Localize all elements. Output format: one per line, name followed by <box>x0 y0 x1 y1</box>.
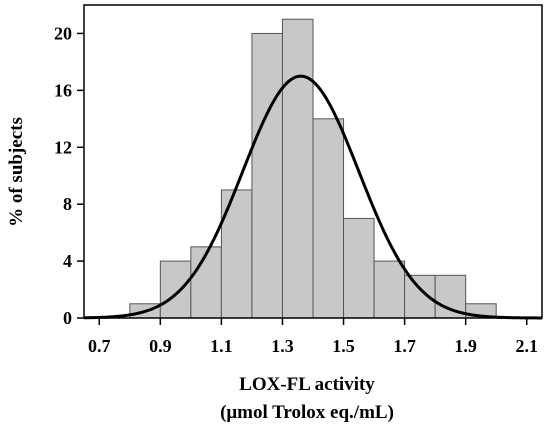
y-axis-ticks: 0 4 8 12 16 20 <box>54 23 84 328</box>
histogram-bar <box>373 260 406 319</box>
x-axis-ticks: 0.7 0.9 1.1 1.3 1.5 1.7 1.9 2.1 <box>88 318 538 356</box>
y-tick-label: 4 <box>63 251 72 271</box>
y-axis-title: % of subjects <box>6 117 27 227</box>
x-tick-label: 1.7 <box>393 336 416 356</box>
y-tick-label: 8 <box>63 194 72 214</box>
histogram-bar <box>343 217 375 319</box>
y-tick-label: 16 <box>54 80 72 100</box>
x-tick-label: 0.9 <box>149 336 172 356</box>
plot-frame <box>83 4 543 319</box>
x-tick-label: 2.1 <box>515 336 538 356</box>
histogram-bar <box>159 260 192 319</box>
x-tick-label: 1.5 <box>332 336 355 356</box>
histogram-bar <box>312 118 345 319</box>
histogram-bar <box>251 32 283 319</box>
x-axis-title-line1: LOX-FL activity <box>239 374 375 395</box>
y-tick-label: 0 <box>63 308 72 328</box>
x-tick-label: 1.1 <box>210 336 233 356</box>
x-tick-label: 1.3 <box>271 336 294 356</box>
x-axis-title-line2: (μmol Trolox eq./mL) <box>220 402 394 423</box>
histogram-bars <box>129 18 497 319</box>
x-tick-label: 0.7 <box>88 336 111 356</box>
y-tick-label: 20 <box>54 23 72 43</box>
x-tick-label: 1.9 <box>454 336 477 356</box>
histogram-bar <box>281 18 314 319</box>
histogram-bar <box>190 246 222 319</box>
y-tick-label: 12 <box>54 137 72 157</box>
normal-curve <box>83 74 543 320</box>
